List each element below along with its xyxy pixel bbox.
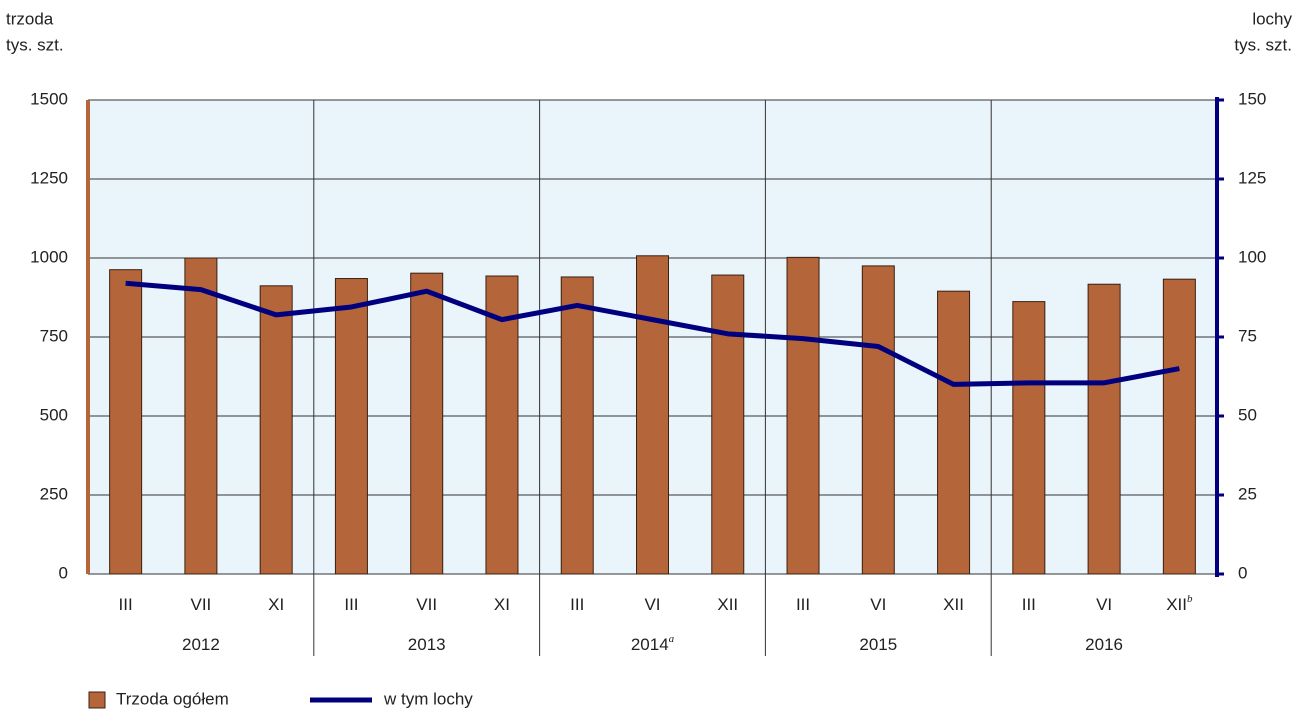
y-axis-title: trzoda — [6, 9, 54, 28]
x-tick-label: III — [119, 595, 133, 614]
group-label-text: 2015 — [859, 635, 897, 654]
y-tick-label: 250 — [40, 484, 68, 503]
legend-label: Trzoda ogółem — [116, 689, 229, 708]
y-axis-title: tys. szt. — [6, 35, 64, 54]
x-tick-label-text: XI — [494, 595, 510, 614]
y2-axis-title: tys. szt. — [1234, 35, 1292, 54]
x-tick-label: III — [1022, 595, 1036, 614]
x-tick-label-text: XII — [717, 595, 738, 614]
line — [125, 280, 1180, 387]
x-tick-label-text: III — [344, 595, 358, 614]
bar — [711, 274, 745, 575]
y-tick-label: 1500 — [30, 89, 68, 108]
x-tick-label-text: VII — [416, 595, 437, 614]
group-label: 2014a — [631, 633, 675, 655]
x-tick-label: XI — [268, 595, 284, 614]
y2-tick-label: 0 — [1238, 563, 1247, 582]
x-tick-label: III — [796, 595, 810, 614]
x-tick-label-text: XII — [1166, 595, 1187, 614]
y-tick-label: 750 — [40, 326, 68, 345]
x-tick-label: XI — [494, 595, 510, 614]
bar — [334, 278, 368, 575]
legend-swatch — [88, 691, 106, 709]
x-tick-label: VII — [416, 595, 437, 614]
bar — [861, 265, 895, 575]
x-tick-label: XIIb — [1166, 593, 1193, 615]
y2-tick-label: 25 — [1238, 484, 1257, 503]
y2-tick-label: 150 — [1238, 89, 1266, 108]
x-tick-label: VII — [191, 595, 212, 614]
bar — [259, 285, 293, 575]
bar — [109, 269, 143, 575]
x-tick-label-text: III — [119, 595, 133, 614]
bar — [410, 272, 444, 575]
bar — [786, 256, 820, 575]
x-tick-label-text: III — [570, 595, 584, 614]
x-tick-label-text: III — [796, 595, 810, 614]
x-tick-label: VI — [644, 595, 660, 614]
bar — [560, 276, 594, 575]
y-tick-label: 1250 — [30, 168, 68, 187]
group-label-text: 2013 — [408, 635, 446, 654]
bar — [1162, 278, 1196, 575]
y2-axis-title: lochy — [1252, 9, 1292, 28]
bar — [1012, 301, 1046, 575]
y-tick-label: 500 — [40, 405, 68, 424]
x-tick-label-text: XI — [268, 595, 284, 614]
y2-tick-label: 50 — [1238, 405, 1257, 424]
y2-tick-label: 100 — [1238, 247, 1266, 266]
bar — [1087, 283, 1121, 575]
group-label-text: 2012 — [182, 635, 220, 654]
group-label: 2015 — [859, 635, 897, 654]
x-tick-label: VI — [870, 595, 886, 614]
x-tick-label: VI — [1096, 595, 1112, 614]
group-label: 2013 — [408, 635, 446, 654]
y2-tick-label: 75 — [1238, 326, 1257, 345]
group-superscript: a — [669, 633, 675, 645]
group-label-text: 2014 — [631, 635, 669, 654]
y-tick-label: 1000 — [30, 247, 68, 266]
x-tick-label: III — [344, 595, 358, 614]
bar — [937, 290, 971, 575]
y2-tick-label: 125 — [1238, 168, 1266, 187]
y-tick-label: 0 — [59, 563, 68, 582]
x-tick-label-text: VI — [870, 595, 886, 614]
x-tick-label-text: VI — [1096, 595, 1112, 614]
x-tick-label-text: III — [1022, 595, 1036, 614]
group-label-text: 2016 — [1085, 635, 1123, 654]
x-tick-label: III — [570, 595, 584, 614]
x-tick-label-text: XII — [943, 595, 964, 614]
x-tick-label-text: VII — [191, 595, 212, 614]
bar — [184, 257, 218, 575]
x-tick-label-text: VI — [644, 595, 660, 614]
legend-label: w tym lochy — [383, 689, 473, 708]
group-label: 2012 — [182, 635, 220, 654]
bar — [636, 255, 669, 575]
bar — [485, 275, 519, 575]
group-label: 2016 — [1085, 635, 1123, 654]
x-tick-label: XII — [717, 595, 738, 614]
x-tick-label: XII — [943, 595, 964, 614]
x-tick-superscript: b — [1187, 593, 1193, 605]
